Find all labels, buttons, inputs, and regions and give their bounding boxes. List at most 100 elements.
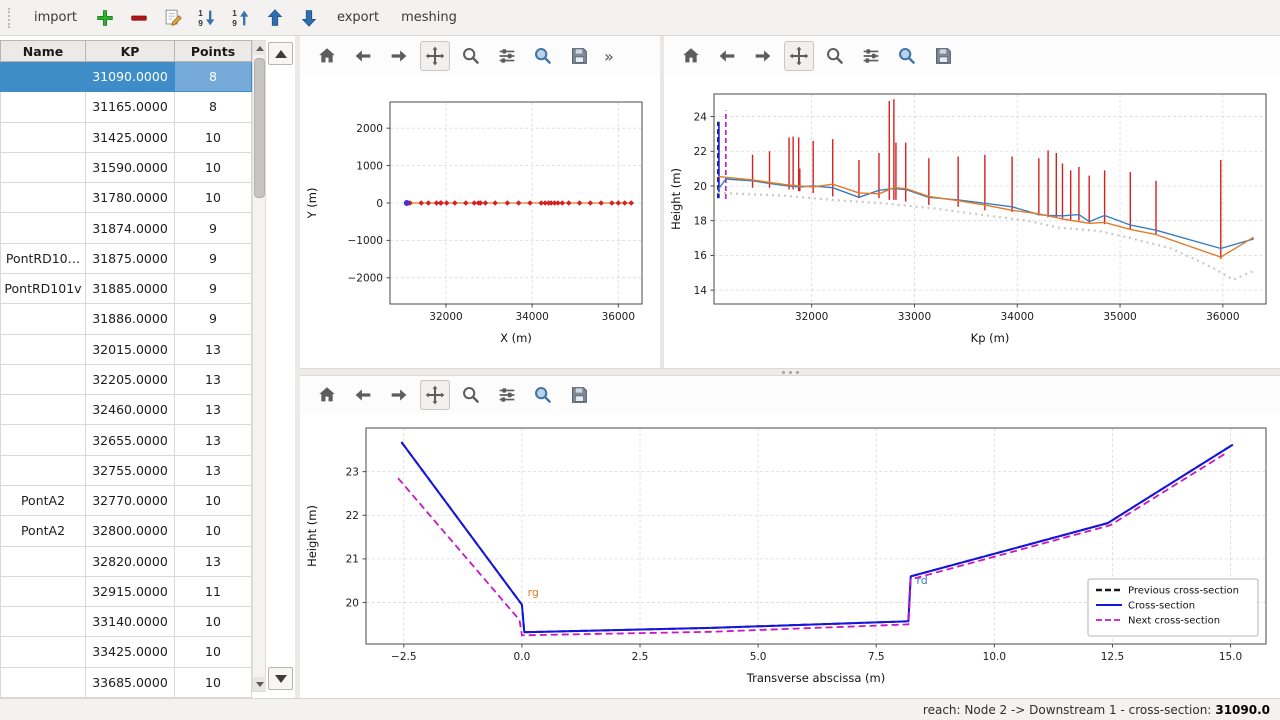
customize-icon[interactable] — [528, 41, 558, 71]
cell-name[interactable]: PontA2 — [0, 484, 86, 517]
cell-points[interactable]: 10 — [174, 636, 252, 668]
cell-points[interactable]: 13 — [174, 394, 252, 426]
column-header-kp[interactable]: KP — [85, 40, 175, 62]
column-header-points[interactable]: Points — [174, 40, 252, 62]
cell-name[interactable] — [0, 212, 86, 244]
back-icon[interactable] — [712, 41, 742, 71]
previous-section-button[interactable] — [268, 42, 293, 65]
cell-kp[interactable]: 31885.0000 — [85, 272, 175, 305]
home-icon[interactable] — [676, 41, 706, 71]
cell-name[interactable] — [0, 333, 86, 365]
cell-name[interactable] — [0, 424, 86, 456]
cell-name[interactable] — [0, 182, 86, 214]
customize-icon[interactable] — [528, 380, 558, 410]
cell-points[interactable]: 9 — [174, 303, 252, 335]
edit-icon[interactable] — [159, 4, 187, 32]
column-header-name[interactable]: Name — [0, 40, 86, 62]
cell-name[interactable] — [0, 60, 86, 93]
pan-icon[interactable] — [784, 41, 814, 71]
move-up-icon[interactable] — [261, 4, 289, 32]
table-row[interactable]: 31090.0000 8 — [0, 60, 252, 93]
cell-name[interactable] — [0, 606, 86, 638]
menu-import[interactable]: import — [34, 10, 77, 25]
save-icon[interactable] — [564, 41, 594, 71]
table-row[interactable]: PontA2 32800.0000 10 — [0, 515, 252, 547]
scrollbar-thumb[interactable] — [254, 58, 265, 198]
table-row[interactable]: 32915.0000 11 — [0, 575, 252, 608]
cell-name[interactable] — [0, 666, 86, 699]
forward-icon[interactable] — [748, 41, 778, 71]
cell-points[interactable]: 10 — [174, 666, 252, 699]
cell-points[interactable]: 10 — [174, 484, 252, 517]
cell-kp[interactable]: 32800.0000 — [85, 515, 175, 547]
cell-points[interactable]: 9 — [174, 242, 252, 274]
cell-kp[interactable]: 32460.0000 — [85, 394, 175, 426]
cell-name[interactable] — [0, 91, 86, 123]
cell-name[interactable]: PontRD101v — [0, 272, 86, 305]
table-row[interactable]: 32460.0000 13 — [0, 394, 252, 426]
cell-points[interactable]: 10 — [174, 515, 252, 547]
cell-name[interactable] — [0, 575, 86, 608]
cell-kp[interactable]: 32915.0000 — [85, 575, 175, 608]
cell-kp[interactable]: 33140.0000 — [85, 606, 175, 638]
cell-points[interactable]: 13 — [174, 545, 252, 577]
cell-name[interactable] — [0, 454, 86, 486]
add-icon[interactable] — [91, 4, 119, 32]
remove-icon[interactable] — [125, 4, 153, 32]
cell-points[interactable]: 11 — [174, 575, 252, 608]
save-icon[interactable] — [564, 380, 594, 410]
toolbar-overflow-button[interactable]: » — [604, 46, 614, 66]
cell-name[interactable]: PontA2 — [0, 515, 86, 547]
save-icon[interactable] — [928, 41, 958, 71]
back-icon[interactable] — [348, 380, 378, 410]
menu-export[interactable]: export — [336, 10, 380, 25]
cell-points[interactable]: 10 — [174, 182, 252, 214]
table-row[interactable]: 31590.0000 10 — [0, 151, 252, 184]
cell-kp[interactable]: 32820.0000 — [85, 545, 175, 577]
cell-kp[interactable]: 31875.0000 — [85, 242, 175, 274]
next-section-button[interactable] — [268, 667, 293, 690]
menu-meshing[interactable]: meshing — [401, 10, 457, 25]
cell-kp[interactable]: 32755.0000 — [85, 454, 175, 486]
cell-kp[interactable]: 31590.0000 — [85, 151, 175, 184]
cell-points[interactable]: 13 — [174, 424, 252, 456]
cell-points[interactable]: 10 — [174, 606, 252, 638]
table-row[interactable]: 33140.0000 10 — [0, 606, 252, 638]
cell-kp[interactable]: 32015.0000 — [85, 333, 175, 365]
cell-name[interactable] — [0, 363, 86, 396]
table-row[interactable]: PontA2 32770.0000 10 — [0, 484, 252, 517]
cell-kp[interactable]: 32655.0000 — [85, 424, 175, 456]
table-row[interactable]: 32205.0000 13 — [0, 363, 252, 396]
subplots-icon[interactable] — [856, 41, 886, 71]
cell-name[interactable] — [0, 394, 86, 426]
table-row[interactable]: 31874.0000 9 — [0, 212, 252, 244]
cell-name[interactable] — [0, 121, 86, 153]
pan-icon[interactable] — [420, 380, 450, 410]
cell-kp[interactable]: 32205.0000 — [85, 363, 175, 396]
cell-points[interactable]: 10 — [174, 121, 252, 153]
cell-points[interactable]: 13 — [174, 363, 252, 396]
cell-points[interactable]: 8 — [174, 91, 252, 123]
cell-kp[interactable]: 33685.0000 — [85, 666, 175, 699]
cell-points[interactable]: 9 — [174, 212, 252, 244]
zoom-icon[interactable] — [456, 41, 486, 71]
cell-points[interactable]: 8 — [174, 60, 252, 93]
table-row[interactable]: PontRD10… 31875.0000 9 — [0, 242, 252, 274]
cell-kp[interactable]: 33425.0000 — [85, 636, 175, 668]
back-icon[interactable] — [348, 41, 378, 71]
table-row[interactable]: 32820.0000 13 — [0, 545, 252, 577]
longitudinal-profile-plot[interactable]: 32000 33000 34000 35000 36000 14 16 18 20 22 24 Kp … — [664, 76, 1280, 368]
pan-icon[interactable] — [420, 41, 450, 71]
cross-section-plot[interactable]: −2.5 0.0 2.5 5.0 7.5 10.0 12.5 15.0 20 21 22 23 Tran… — [300, 414, 1280, 698]
scrollbar-down-button[interactable] — [253, 677, 266, 691]
home-icon[interactable] — [312, 41, 342, 71]
table-scrollbar[interactable] — [252, 40, 266, 692]
forward-icon[interactable] — [384, 41, 414, 71]
cell-kp[interactable]: 32770.0000 — [85, 484, 175, 517]
cell-name[interactable]: PontRD10… — [0, 242, 86, 274]
table-row[interactable]: 32015.0000 13 — [0, 333, 252, 365]
cell-kp[interactable]: 31886.0000 — [85, 303, 175, 335]
cell-points[interactable]: 9 — [174, 272, 252, 305]
forward-icon[interactable] — [384, 380, 414, 410]
zoom-icon[interactable] — [820, 41, 850, 71]
